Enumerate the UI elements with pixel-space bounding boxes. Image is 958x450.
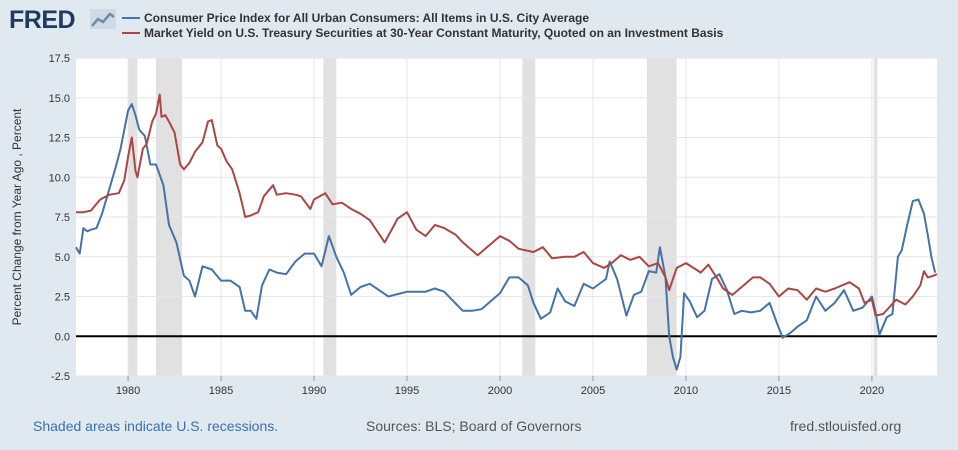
- legend-swatch-treasury: [122, 32, 140, 34]
- y-tick-label: -2.5: [51, 371, 70, 383]
- fred-logo[interactable]: FRED: [9, 6, 76, 34]
- x-tick-label: 1995: [395, 385, 419, 397]
- x-tick-label: 2010: [674, 385, 698, 397]
- y-axis-title: Percent Change from Year Ago , Percent: [10, 108, 24, 325]
- fred-chart-icon: [90, 9, 116, 29]
- chart-header: FRED Consumer Price Index for All Urban …: [0, 0, 958, 52]
- legend-item-cpi[interactable]: Consumer Price Index for All Urban Consu…: [122, 11, 589, 25]
- legend-swatch-cpi: [122, 17, 140, 19]
- series-line-cpi: [75, 103, 937, 371]
- y-tick-label: 7.5: [55, 212, 70, 224]
- x-tick-label: 2020: [860, 385, 884, 397]
- legend-label-cpi: Consumer Price Index for All Urban Consu…: [144, 11, 589, 25]
- y-tick-label: 15.0: [49, 93, 70, 105]
- x-tick-label: 2000: [488, 385, 512, 397]
- recession-note-link[interactable]: Shaded areas indicate U.S. recessions.: [33, 418, 279, 434]
- x-tick-label: 2015: [767, 385, 791, 397]
- y-tick-label: 2.5: [55, 292, 70, 304]
- y-tick-label: 5.0: [55, 252, 70, 264]
- x-tick-label: 1985: [209, 385, 233, 397]
- legend-item-treasury[interactable]: Market Yield on U.S. Treasury Securities…: [122, 26, 723, 40]
- legend-label-treasury: Market Yield on U.S. Treasury Securities…: [144, 26, 724, 40]
- y-tick-label: 17.5: [49, 53, 70, 65]
- x-tick-label: 1990: [302, 385, 326, 397]
- y-tick-label: 10.0: [49, 172, 70, 184]
- sources-text: Sources: BLS; Board of Governors: [366, 418, 582, 434]
- x-axis-ticks: 1980 1985 1990 1995 2000 2005 2010 2015 2020: [116, 376, 884, 397]
- site-link[interactable]: fred.stlouisfed.org: [790, 418, 902, 434]
- y-tick-label: 12.5: [49, 133, 70, 145]
- x-tick-label: 2005: [581, 385, 605, 397]
- x-tick-label: 1980: [116, 385, 140, 397]
- series-lines: [75, 93, 938, 371]
- series-line-treasury: [76, 93, 938, 317]
- y-tick-label: 0.0: [55, 331, 70, 343]
- y-axis-ticks: -2.5 0.0 2.5 5.0 7.5 10.0 12.5 15.0 17.5: [49, 53, 70, 383]
